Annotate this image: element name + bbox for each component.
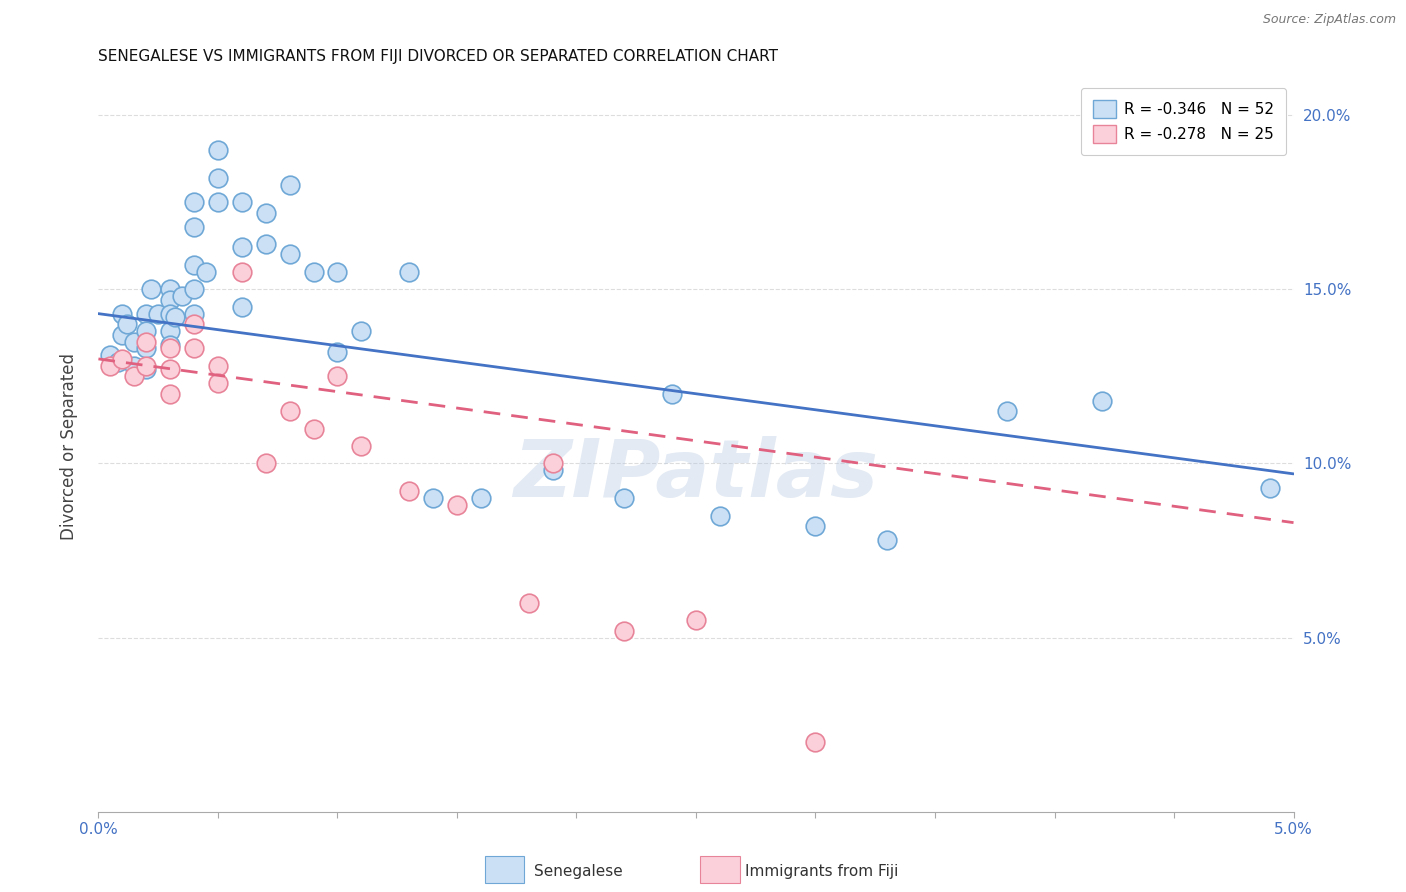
Text: ZIPatlas: ZIPatlas (513, 436, 879, 515)
Point (302, 421, 325, 435)
Point (111, 327, 134, 342)
Point (159, 342, 181, 356)
Point (326, 369, 349, 384)
Legend: R = -0.346   N = 52, R = -0.278   N = 25: R = -0.346 N = 52, R = -0.278 N = 25 (1081, 88, 1286, 155)
Point (398, 484, 420, 499)
Point (517, 596, 540, 610)
Point (163, 310, 186, 325)
Point (159, 362, 181, 376)
Point (135, 342, 157, 356)
Point (231, 195, 253, 210)
Point (302, 265, 325, 279)
Point (804, 735, 827, 749)
Point (231, 240, 253, 254)
Point (1091, 393, 1114, 408)
Point (876, 533, 898, 547)
Point (254, 205, 277, 219)
Point (254, 457, 277, 471)
Point (207, 143, 229, 157)
Point (135, 307, 157, 321)
Point (183, 317, 205, 331)
Point (124, 359, 146, 373)
Point (159, 282, 181, 296)
Point (107, 355, 129, 369)
Point (183, 307, 205, 321)
Point (183, 342, 205, 356)
Point (111, 307, 134, 321)
Point (159, 293, 181, 307)
Text: Source: ZipAtlas.com: Source: ZipAtlas.com (1263, 13, 1396, 27)
Point (100, 359, 122, 373)
Point (254, 237, 277, 252)
Point (111, 351, 134, 366)
Point (231, 300, 253, 314)
Point (541, 463, 564, 477)
Point (446, 498, 468, 512)
Point (278, 178, 301, 192)
Point (183, 219, 205, 234)
Point (470, 491, 492, 506)
Point (613, 491, 636, 506)
Point (135, 362, 157, 376)
Point (195, 265, 218, 279)
Point (207, 170, 229, 185)
Point (139, 282, 162, 296)
Point (207, 376, 229, 391)
Point (541, 457, 564, 471)
Point (661, 386, 683, 401)
Point (135, 334, 157, 349)
Text: Senegalese: Senegalese (534, 863, 623, 879)
Point (115, 317, 138, 331)
Text: SENEGALESE VS IMMIGRANTS FROM FIJI DIVORCED OR SEPARATED CORRELATION CHART: SENEGALESE VS IMMIGRANTS FROM FIJI DIVOR… (98, 49, 779, 64)
Point (278, 247, 301, 261)
Point (1258, 481, 1281, 495)
Point (172, 289, 194, 303)
Point (613, 624, 636, 638)
Point (709, 508, 731, 523)
Point (100, 348, 122, 362)
Point (278, 404, 301, 418)
Point (135, 359, 157, 373)
Point (350, 324, 373, 338)
Point (995, 404, 1018, 418)
Point (326, 265, 349, 279)
Point (207, 195, 229, 210)
Point (159, 324, 181, 338)
Point (159, 307, 181, 321)
Point (183, 258, 205, 272)
Point (124, 334, 146, 349)
Point (183, 282, 205, 296)
Point (148, 307, 170, 321)
Point (326, 345, 349, 359)
Text: Immigrants from Fiji: Immigrants from Fiji (745, 863, 898, 879)
Point (135, 324, 157, 338)
Point (685, 613, 707, 627)
Point (207, 359, 229, 373)
Point (422, 491, 444, 506)
Point (159, 386, 181, 401)
Point (350, 439, 373, 453)
Point (231, 265, 253, 279)
Point (183, 195, 205, 210)
Point (124, 369, 146, 384)
Point (159, 338, 181, 352)
Point (804, 519, 827, 533)
Point (398, 265, 420, 279)
Y-axis label: Divorced or Separated: Divorced or Separated (59, 352, 77, 540)
